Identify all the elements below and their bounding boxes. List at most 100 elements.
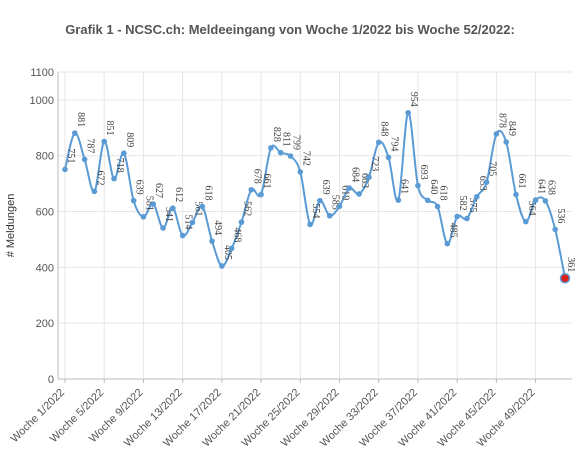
data-label: 639 xyxy=(320,180,331,195)
data-point xyxy=(434,203,441,210)
data-point xyxy=(170,205,176,211)
data-label: 718 xyxy=(114,158,125,173)
data-point xyxy=(297,169,304,175)
data-point xyxy=(111,175,117,182)
data-label: 641 xyxy=(398,179,409,194)
data-label: 582 xyxy=(457,196,468,211)
data-point xyxy=(287,153,294,159)
data-point xyxy=(317,197,323,204)
data-point xyxy=(199,203,206,210)
data-point xyxy=(559,272,571,284)
data-label: 849 xyxy=(506,121,517,136)
data-point xyxy=(326,212,333,219)
data-label: 954 xyxy=(408,92,419,107)
data-label: 705 xyxy=(487,161,498,176)
data-label: 638 xyxy=(545,180,556,195)
data-point xyxy=(522,218,529,225)
data-label: 723 xyxy=(369,156,380,171)
data-point xyxy=(258,191,264,198)
data-point xyxy=(277,149,284,156)
data-label: 663 xyxy=(359,173,370,188)
data-point xyxy=(219,263,225,269)
data-point xyxy=(356,191,362,197)
data-label: 536 xyxy=(555,208,566,223)
data-point xyxy=(415,182,421,189)
data-point xyxy=(336,203,343,210)
data-label: 581 xyxy=(143,196,154,211)
data-point xyxy=(444,240,451,247)
data-label: 562 xyxy=(241,201,252,216)
y-tick-label: 800 xyxy=(36,151,54,163)
data-point xyxy=(454,213,460,220)
data-point xyxy=(72,130,78,136)
data-point xyxy=(228,245,235,252)
data-point xyxy=(81,156,88,163)
data-label: 561 xyxy=(192,201,203,216)
data-label: 514 xyxy=(183,215,194,230)
data-label: 799 xyxy=(290,135,301,150)
data-label: 554 xyxy=(310,203,321,218)
data-point xyxy=(238,219,245,225)
data-label: 618 xyxy=(438,186,449,201)
data-label: 585 xyxy=(330,195,341,210)
data-point xyxy=(532,197,539,203)
data-point xyxy=(552,226,558,233)
y-axis-label: # Meldungen xyxy=(5,194,17,258)
data-label: 653 xyxy=(477,176,488,191)
data-point xyxy=(542,198,549,204)
data-point xyxy=(248,186,255,193)
data-label: 485 xyxy=(447,223,458,238)
data-point xyxy=(268,145,274,151)
data-point xyxy=(483,179,490,186)
data-point xyxy=(395,197,402,203)
data-point xyxy=(473,193,480,200)
data-point xyxy=(503,139,509,145)
data-label: 640 xyxy=(428,179,439,194)
y-tick-label: 1100 xyxy=(30,67,54,79)
data-label: 661 xyxy=(261,174,272,189)
data-label: 794 xyxy=(389,136,400,151)
data-label: 661 xyxy=(516,174,527,189)
data-point xyxy=(150,201,157,207)
data-point xyxy=(424,197,431,204)
data-point xyxy=(375,139,382,146)
data-point xyxy=(140,214,147,220)
data-label: 468 xyxy=(232,227,243,242)
data-point xyxy=(493,131,500,137)
data-label: 684 xyxy=(349,167,360,182)
data-point xyxy=(121,150,127,157)
data-label: 851 xyxy=(104,120,115,135)
data-label: 878 xyxy=(496,113,507,128)
data-point xyxy=(130,197,137,204)
data-label: 619 xyxy=(340,185,351,200)
data-label: 672 xyxy=(94,170,105,185)
data-point xyxy=(385,154,392,161)
data-label: 751 xyxy=(65,148,76,163)
data-point xyxy=(307,221,313,228)
data-label: 811 xyxy=(281,132,292,147)
data-point xyxy=(189,219,196,226)
data-point xyxy=(91,188,98,195)
data-point xyxy=(464,215,470,222)
data-label: 405 xyxy=(222,245,233,260)
data-label: 742 xyxy=(300,151,311,166)
data-label: 848 xyxy=(379,121,390,136)
data-point xyxy=(62,166,68,173)
chart-title: Grafik 1 - NCSC.ch: Meldeeingang von Woc… xyxy=(65,22,515,37)
y-tick-label: 600 xyxy=(36,207,54,219)
data-point xyxy=(366,174,372,181)
data-label: 541 xyxy=(163,207,174,222)
data-point xyxy=(513,191,519,198)
data-label: 809 xyxy=(124,132,135,147)
data-point xyxy=(209,238,215,244)
data-label: 618 xyxy=(202,186,213,201)
data-label: 639 xyxy=(134,180,145,195)
data-label: 494 xyxy=(212,220,223,235)
data-point xyxy=(179,232,186,239)
data-label: 787 xyxy=(85,138,96,153)
data-point xyxy=(405,109,411,116)
data-label: 828 xyxy=(271,127,282,142)
y-tick-label: 1000 xyxy=(30,95,54,107)
